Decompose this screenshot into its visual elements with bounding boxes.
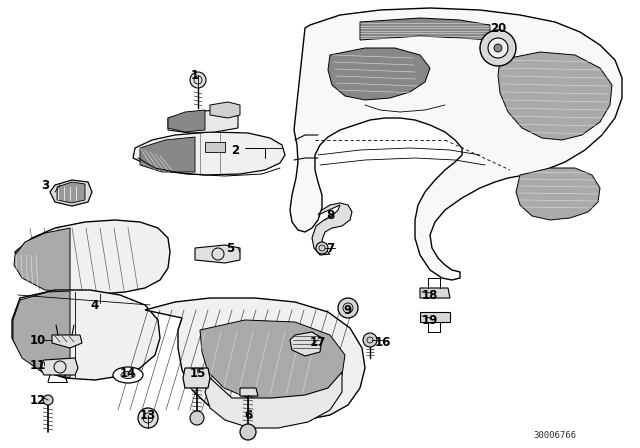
Polygon shape xyxy=(140,137,195,172)
Polygon shape xyxy=(168,110,205,132)
Circle shape xyxy=(363,333,377,347)
Text: 15: 15 xyxy=(190,366,206,379)
Ellipse shape xyxy=(121,371,135,379)
Polygon shape xyxy=(200,320,345,400)
Circle shape xyxy=(480,30,516,66)
Text: 14: 14 xyxy=(120,366,136,379)
Text: 20: 20 xyxy=(490,22,506,34)
Polygon shape xyxy=(52,335,82,348)
Circle shape xyxy=(494,44,502,52)
Text: 12: 12 xyxy=(30,393,46,406)
Text: 16: 16 xyxy=(375,336,391,349)
Text: 8: 8 xyxy=(326,208,334,221)
Polygon shape xyxy=(168,110,238,133)
Circle shape xyxy=(190,72,206,88)
Polygon shape xyxy=(133,132,285,175)
Polygon shape xyxy=(516,168,600,220)
Circle shape xyxy=(240,424,256,440)
Polygon shape xyxy=(12,290,160,380)
Polygon shape xyxy=(360,18,490,40)
Polygon shape xyxy=(50,180,92,206)
Text: 5: 5 xyxy=(226,241,234,254)
Polygon shape xyxy=(420,312,450,322)
Text: 4: 4 xyxy=(91,298,99,311)
Polygon shape xyxy=(290,8,622,280)
Text: 13: 13 xyxy=(140,409,156,422)
Circle shape xyxy=(488,38,508,58)
Circle shape xyxy=(316,242,328,254)
Text: 17: 17 xyxy=(310,336,326,349)
Polygon shape xyxy=(210,102,240,118)
Polygon shape xyxy=(240,388,258,396)
Text: 10: 10 xyxy=(30,333,46,346)
Text: 1: 1 xyxy=(191,69,199,82)
Polygon shape xyxy=(290,332,322,356)
Polygon shape xyxy=(14,228,70,292)
Polygon shape xyxy=(183,368,210,388)
Text: 18: 18 xyxy=(422,289,438,302)
Text: 9: 9 xyxy=(344,303,352,316)
Polygon shape xyxy=(57,182,85,203)
Text: 19: 19 xyxy=(422,314,438,327)
Text: 7: 7 xyxy=(326,241,334,254)
Text: 11: 11 xyxy=(30,358,46,371)
Polygon shape xyxy=(145,298,365,422)
Polygon shape xyxy=(195,245,240,263)
Polygon shape xyxy=(205,142,225,152)
Circle shape xyxy=(338,298,358,318)
Text: 3: 3 xyxy=(41,178,49,191)
Polygon shape xyxy=(312,203,352,255)
Ellipse shape xyxy=(113,367,143,383)
Text: 2: 2 xyxy=(231,143,239,156)
Circle shape xyxy=(138,408,158,428)
Circle shape xyxy=(43,395,53,405)
Circle shape xyxy=(190,411,204,425)
Polygon shape xyxy=(40,358,78,375)
Polygon shape xyxy=(13,291,70,378)
Text: 6: 6 xyxy=(244,409,252,422)
Polygon shape xyxy=(420,288,450,298)
Polygon shape xyxy=(205,372,342,428)
Polygon shape xyxy=(328,48,430,100)
Polygon shape xyxy=(498,52,612,140)
Polygon shape xyxy=(15,220,170,294)
Text: 30006766: 30006766 xyxy=(534,431,577,439)
